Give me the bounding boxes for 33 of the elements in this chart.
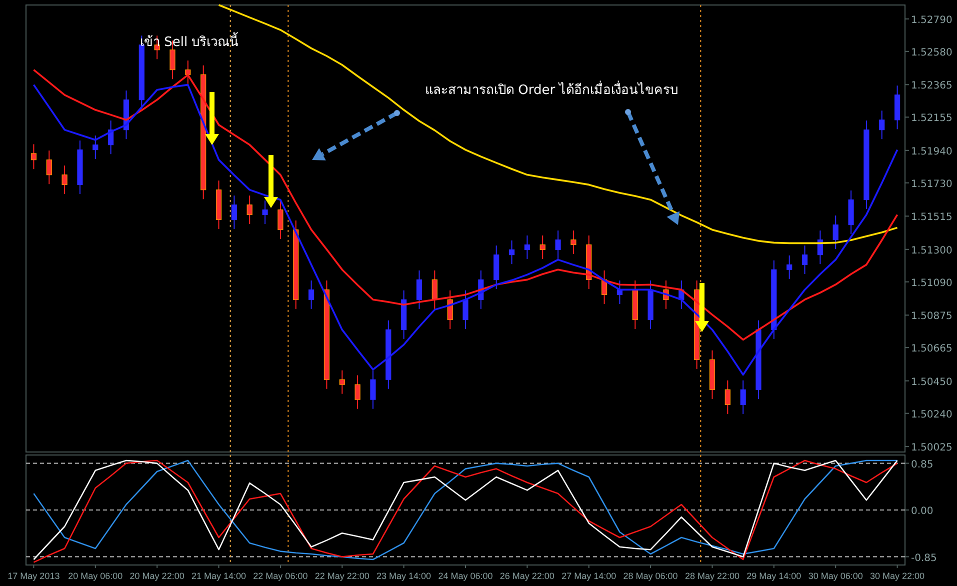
y-tick-label: 1.50875 [911,311,952,322]
y-tick-label: 1.51515 [911,212,952,224]
y-tick-label: 1.52365 [911,80,952,92]
x-tick-label: 21 May 14:00 [191,571,246,581]
y-tick-label: 1.52580 [911,47,952,58]
x-tick-label: 22 May 22:00 [314,571,370,581]
x-tick-label: 27 May 14:00 [562,571,616,581]
x-tick-label: 26 May 22:00 [500,571,554,581]
y-tick-label: 1.50240 [911,409,952,420]
y-tick-label: 1.52790 [911,14,952,26]
x-tick-label: 23 May 14:00 [376,571,432,581]
y-tick-label: 1.51090 [911,278,952,289]
y-tick-label: 1.50025 [911,442,952,454]
y-tick-label: 1.51730 [911,178,952,190]
x-tick-label: 17 May 2013 [8,571,60,581]
y-tick-label: 1.52155 [911,113,952,124]
x-tick-label: 28 May 22:00 [684,571,740,581]
x-tick-label: 20 May 06:00 [68,571,123,581]
x-tick-label: 24 May 06:00 [438,571,493,581]
y-tick-label: 1.51940 [911,146,952,158]
x-tick-label: 20 May 22:00 [130,571,184,581]
y-tick-label: 1.51300 [911,245,952,256]
y-tick-label: -0.85 [911,552,937,564]
x-tick-label: 22 May 06:00 [253,571,308,581]
x-tick-label: 28 May 06:00 [623,571,678,581]
y-tick-label: 1.50665 [911,344,952,355]
x-tick-label: 29 May 14:00 [746,571,802,581]
x-tick-label: 30 May 06:00 [808,571,863,581]
y-tick-label: 0.00 [911,506,934,517]
y-tick-label: 0.85 [911,459,934,470]
y-tick-label: 1.50450 [911,376,952,388]
annotation: และสามารถเปิด Order ได้อีกเมื่อเงื่อนไขครบ [425,81,678,98]
x-tick-label: 30 May 22:00 [870,571,925,581]
